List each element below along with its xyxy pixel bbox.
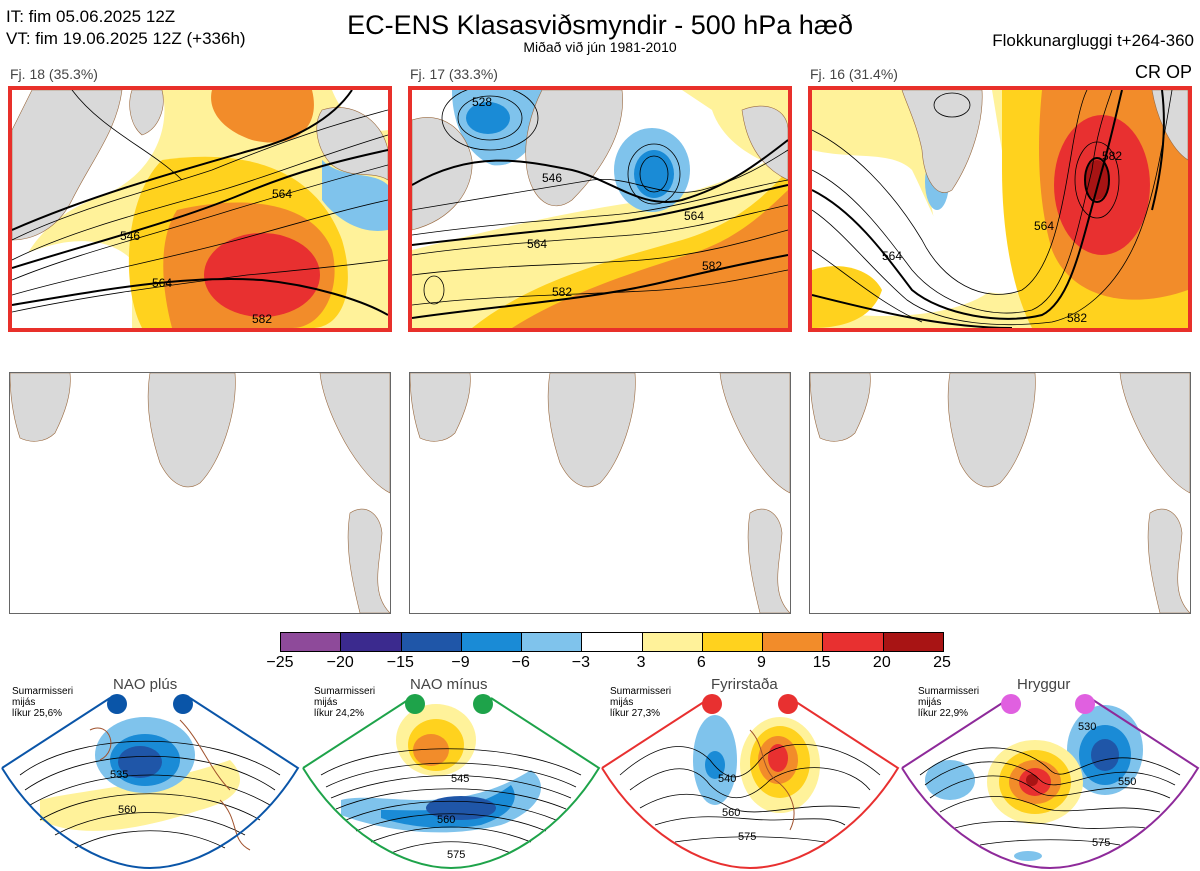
contour-label: 564 xyxy=(152,276,172,290)
regime-marker-dot xyxy=(1001,694,1021,714)
regime-stats-2: Sumarmisseri mijás líkur 24,2% xyxy=(314,686,376,719)
regime-marker-dot xyxy=(702,694,722,714)
contour-label: 575 xyxy=(447,849,465,861)
contour-label: 560 xyxy=(722,807,740,819)
contour-label: 564 xyxy=(527,237,547,251)
contour-label: 582 xyxy=(1102,149,1122,163)
colorbar-segment xyxy=(763,633,824,651)
contour-label: 560 xyxy=(437,814,455,826)
contour-label: 564 xyxy=(272,187,292,201)
regime-stats-4: Sumarmisseri mijás líkur 22,9% xyxy=(918,686,980,719)
colorbar-tick-label: 3 xyxy=(636,654,646,671)
regime-name-4: Hryggur xyxy=(1017,676,1071,693)
valid-time: VT: fim 19.06.2025 12Z (+336h) xyxy=(6,29,246,48)
cluster-map-3[interactable]: 564 564 582 582 xyxy=(808,86,1192,332)
regime-marker-dot xyxy=(1075,694,1095,714)
regime-stats-1: Sumarmisseri mijás líkur 25,6% xyxy=(12,686,74,719)
colorbar-segment xyxy=(341,633,402,651)
colorbar-tick-label: −25 xyxy=(266,654,294,671)
basemap-2[interactable] xyxy=(409,372,791,614)
contour-label: 564 xyxy=(1034,219,1054,233)
contour-label: 528 xyxy=(472,95,492,109)
cluster-label-2: Fj. 17 (33.3%) xyxy=(410,66,498,82)
colorbar-tick-label: 15 xyxy=(812,654,831,671)
contour-label: 582 xyxy=(252,312,272,326)
regime-marker-dot xyxy=(107,694,127,714)
regime-marker-dot xyxy=(405,694,425,714)
contour-label: 564 xyxy=(882,249,902,263)
regime-marker-dot xyxy=(173,694,193,714)
page-subtitle: Miðað við jún 1981-2010 xyxy=(523,39,677,55)
anomaly-colorbar xyxy=(280,632,944,652)
classification-window: Flokkunargluggi t+264-360 xyxy=(992,31,1194,50)
colorbar-tick-label: −9 xyxy=(451,654,470,671)
regime-stats-3: Sumarmisseri mijás líkur 27,3% xyxy=(610,686,672,719)
contour-label: 550 xyxy=(1118,776,1136,788)
colorbar-segment xyxy=(281,633,342,651)
colorbar-tick-label: 9 xyxy=(757,654,766,671)
regime-fan-nao-plus[interactable]: 535 560 xyxy=(0,690,300,870)
regime-marker-dot xyxy=(778,694,798,714)
contour-label: 545 xyxy=(451,773,469,785)
contour-label: 540 xyxy=(718,773,736,785)
contour-label: 546 xyxy=(120,229,140,243)
colorbar-segment xyxy=(522,633,583,651)
cluster-label-3: Fj. 16 (31.4%) xyxy=(810,66,898,82)
control-operational-label: CR OP xyxy=(1134,62,1192,82)
colorbar-tick-label: 20 xyxy=(872,654,891,671)
contour-label: 546 xyxy=(542,171,562,185)
cluster-label-1: Fj. 18 (35.3%) xyxy=(10,66,98,82)
regime-name-2: NAO mínus xyxy=(410,676,488,693)
regime-fan-fyrirstada[interactable]: 540 560 575 xyxy=(600,690,900,870)
cluster-map-2[interactable]: 528 546 564 564 582 582 xyxy=(408,86,792,332)
contour-label: 582 xyxy=(1067,311,1087,325)
colorbar-segment xyxy=(401,633,462,651)
contour-label: 564 xyxy=(684,209,704,223)
colorbar-tick-label: 25 xyxy=(933,654,951,671)
contour-label: 530 xyxy=(1078,721,1096,733)
colorbar-segment xyxy=(823,633,884,651)
regime-name-3: Fyrirstaða xyxy=(711,676,778,693)
initial-time: IT: fim 05.06.2025 12Z xyxy=(6,7,176,26)
contour-label: 575 xyxy=(1092,837,1110,849)
colorbar-segment xyxy=(582,633,643,651)
contour-label: 535 xyxy=(110,769,128,781)
regime-name-1: NAO plús xyxy=(113,676,178,693)
regime-fan-nao-minus[interactable]: 545 560 575 xyxy=(301,690,601,870)
cluster-map-1[interactable]: 546 564 564 582 xyxy=(8,86,392,332)
colorbar-tick-label: −20 xyxy=(326,654,354,671)
regime-marker-dot xyxy=(473,694,493,714)
colorbar-tick-label: 6 xyxy=(696,654,706,671)
regime-fan-hryggur[interactable]: 530 550 575 xyxy=(900,690,1200,870)
colorbar-tick-label: −6 xyxy=(511,654,530,671)
colorbar-tick-label: −3 xyxy=(571,654,591,671)
contour-label: 582 xyxy=(702,259,722,273)
colorbar-segment xyxy=(642,633,703,651)
basemap-3[interactable] xyxy=(809,372,1191,614)
contour-label: 560 xyxy=(118,804,136,816)
basemap-1[interactable] xyxy=(9,372,391,614)
contour-label: 575 xyxy=(738,831,756,843)
colorbar-segment xyxy=(702,633,764,651)
contour-label: 582 xyxy=(552,285,572,299)
colorbar-segment xyxy=(461,633,523,651)
colorbar-segment xyxy=(883,633,943,651)
header-info: IT: fim 05.06.2025 12Z VT: fim 19.06.202… xyxy=(6,6,246,50)
colorbar-tick-label: −15 xyxy=(386,654,414,671)
page-title: EC-ENS Klasasviðsmyndir - 500 hPa hæð xyxy=(347,10,853,40)
